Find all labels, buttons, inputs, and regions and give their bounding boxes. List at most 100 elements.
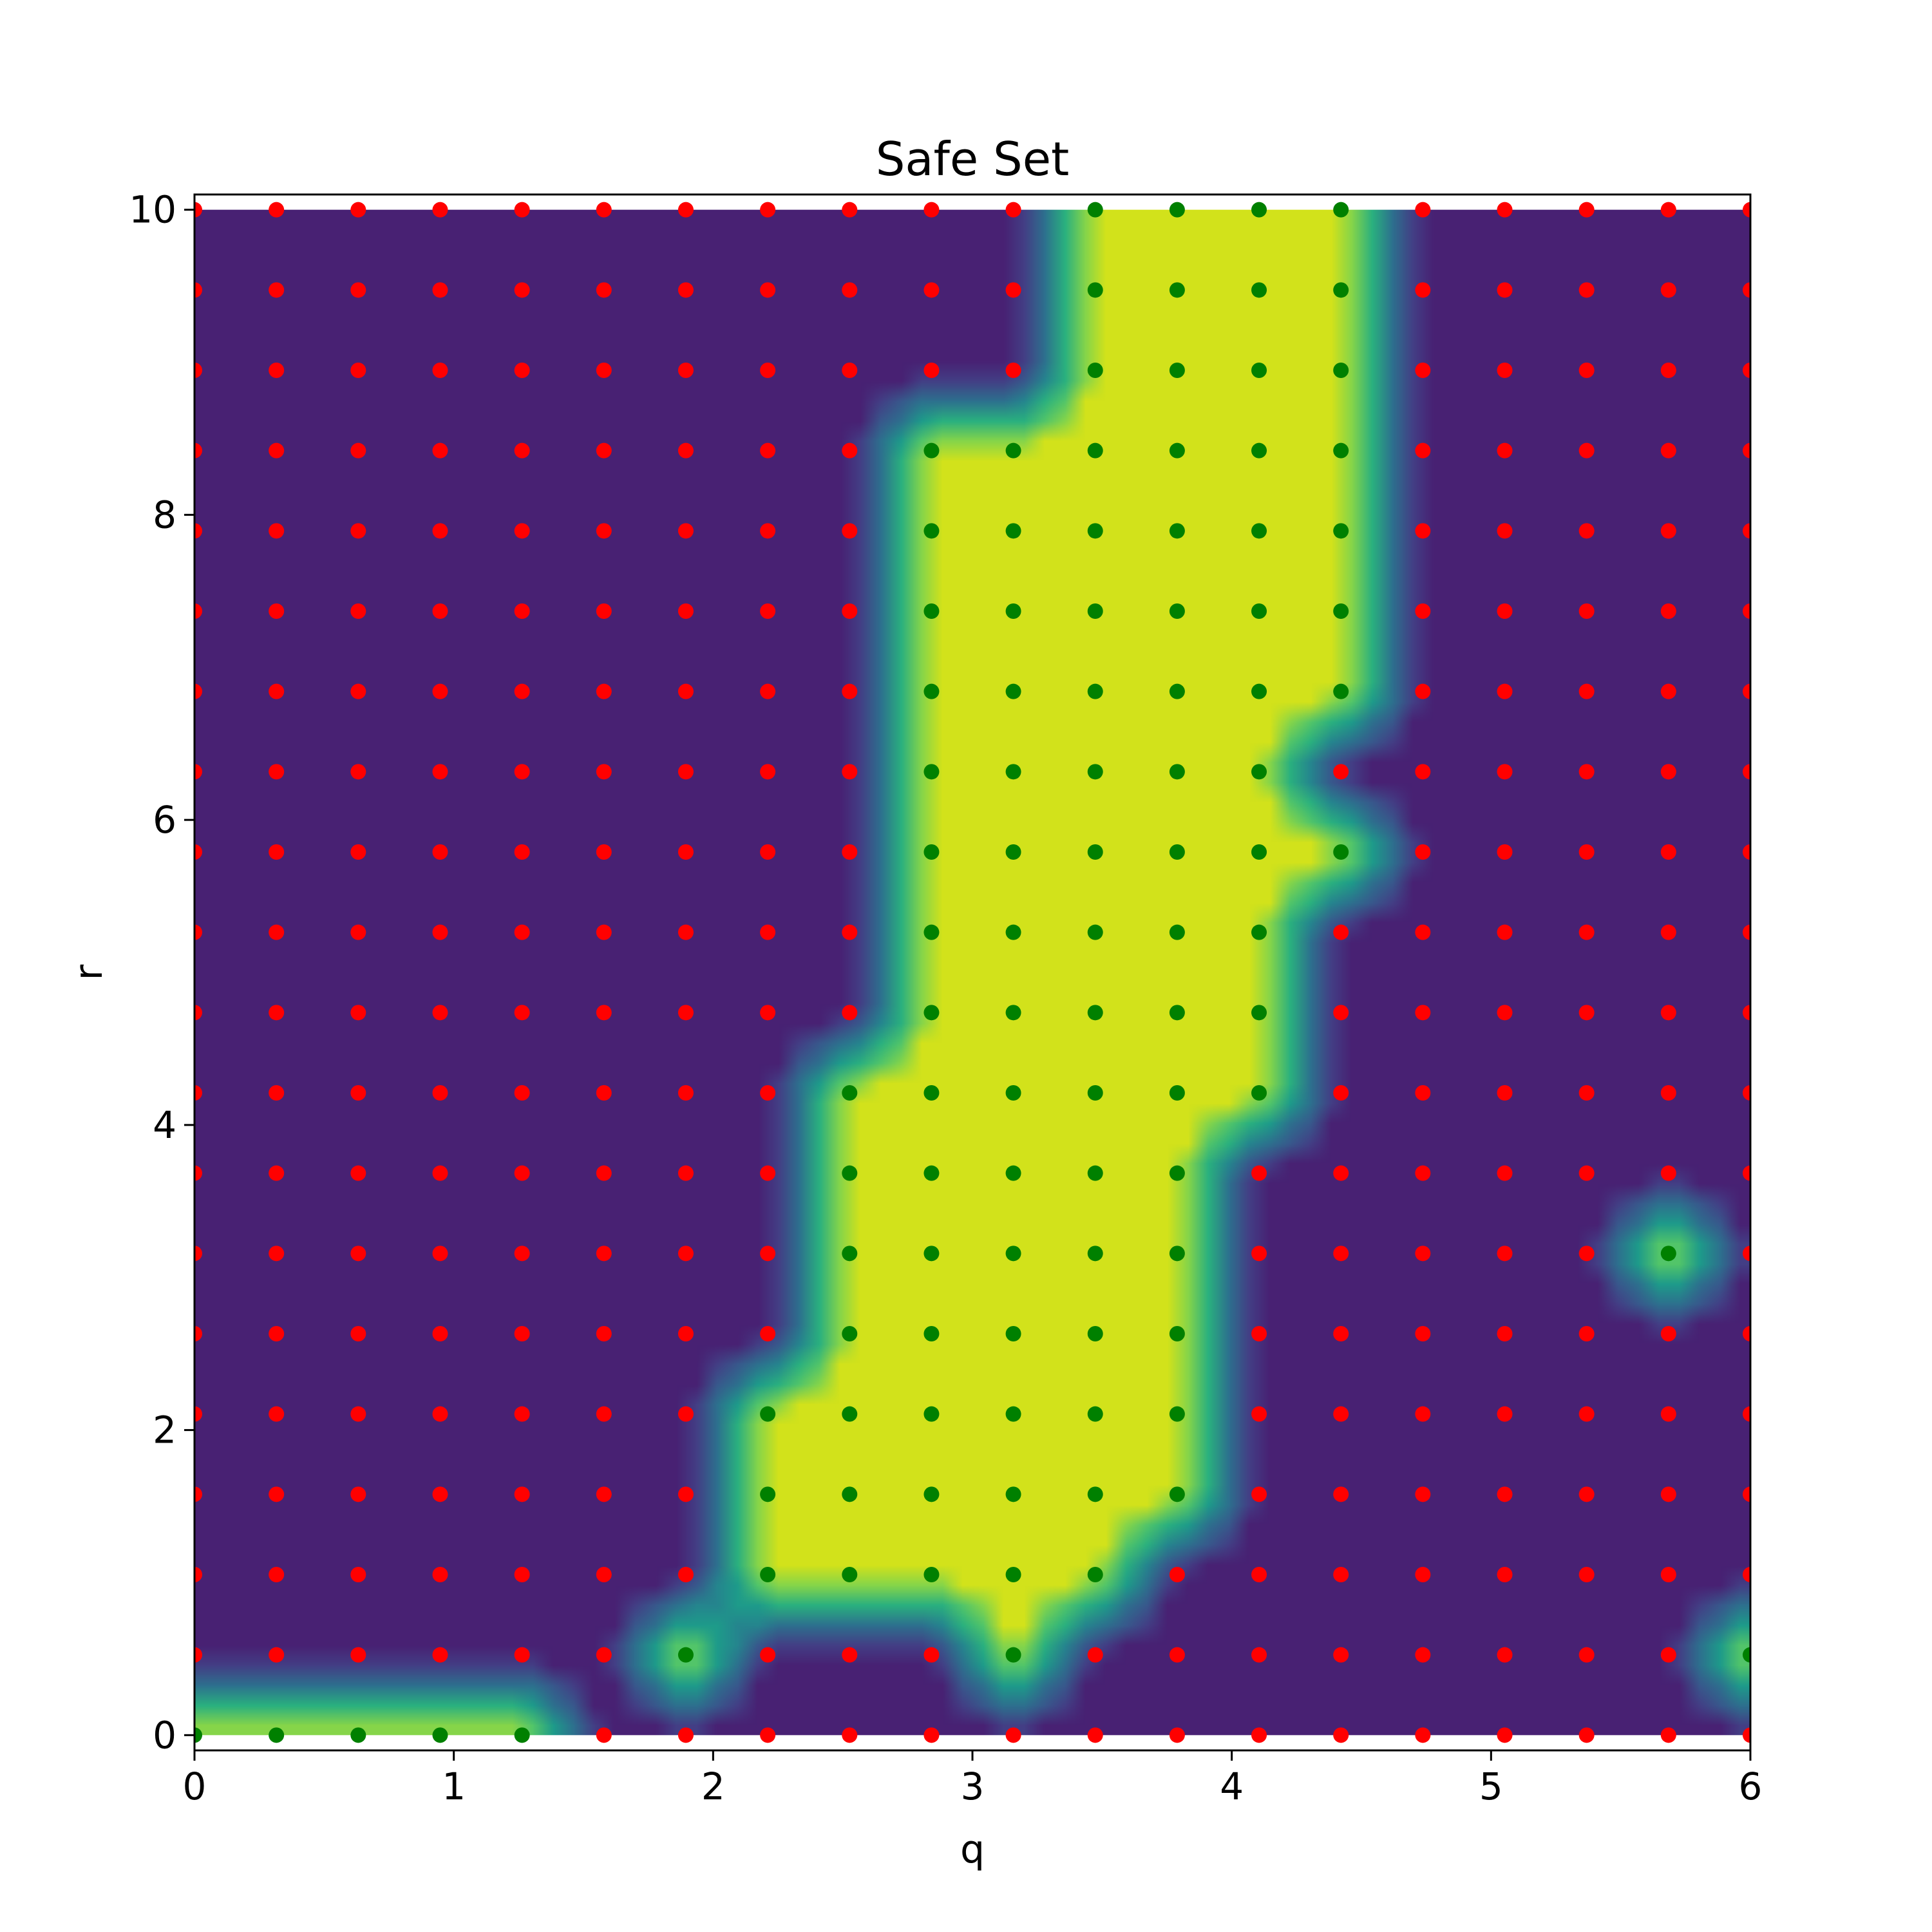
unsafe-point — [514, 683, 530, 699]
unsafe-point — [194, 1325, 202, 1341]
unsafe-point — [1660, 764, 1676, 780]
unsafe-point — [1743, 363, 1750, 379]
unsafe-point — [1415, 1165, 1431, 1181]
unsafe-point — [1333, 1325, 1349, 1341]
safe-point — [923, 1325, 940, 1341]
unsafe-point — [1251, 1406, 1267, 1422]
unsafe-point — [1497, 442, 1513, 459]
unsafe-point — [1743, 1486, 1750, 1502]
unsafe-point — [677, 844, 694, 860]
safe-point — [1169, 442, 1185, 459]
unsafe-point — [432, 442, 448, 459]
safe-point — [1087, 924, 1103, 940]
unsafe-point — [842, 764, 858, 780]
unsafe-point — [1251, 1245, 1267, 1262]
unsafe-point — [432, 1165, 448, 1181]
unsafe-point — [1660, 844, 1676, 860]
unsafe-point — [194, 442, 202, 459]
unsafe-point — [269, 1084, 285, 1101]
safe-point — [923, 523, 940, 539]
safe-point — [923, 683, 940, 699]
unsafe-point — [432, 1325, 448, 1341]
unsafe-point — [194, 1486, 202, 1502]
unsafe-point — [1660, 523, 1676, 539]
unsafe-point — [1251, 1566, 1267, 1582]
unsafe-point — [677, 1727, 694, 1743]
unsafe-point — [1415, 844, 1431, 860]
unsafe-point — [1660, 924, 1676, 940]
safe-point — [842, 1325, 858, 1341]
unsafe-point — [1497, 1165, 1513, 1181]
unsafe-point — [1743, 1165, 1750, 1181]
safe-point — [1005, 603, 1021, 620]
unsafe-point — [194, 1566, 202, 1582]
safe-point — [1169, 924, 1185, 940]
safe-point — [1251, 683, 1267, 699]
y-tick-label: 8 — [153, 493, 176, 536]
safe-point — [1169, 1005, 1185, 1021]
unsafe-point — [596, 603, 612, 620]
unsafe-point — [432, 1406, 448, 1422]
safe-point — [1005, 1486, 1021, 1502]
safe-point — [1005, 442, 1021, 459]
contour-layer — [194, 209, 1750, 1736]
unsafe-point — [677, 683, 694, 699]
unsafe-point — [1415, 1727, 1431, 1743]
unsafe-point — [432, 1005, 448, 1021]
unsafe-point — [1578, 603, 1595, 620]
safe-point — [1087, 363, 1103, 379]
unsafe-point — [1497, 1647, 1513, 1663]
unsafe-point — [1415, 683, 1431, 699]
safe-point — [1333, 282, 1349, 298]
safe-point — [1169, 1325, 1185, 1341]
unsafe-point — [1333, 1084, 1349, 1101]
unsafe-point — [760, 1727, 776, 1743]
safe-point — [1087, 764, 1103, 780]
unsafe-point — [760, 1084, 776, 1101]
unsafe-point — [1415, 603, 1431, 620]
unsafe-point — [1005, 282, 1021, 298]
unsafe-point — [514, 1084, 530, 1101]
safe-point — [1660, 1245, 1676, 1262]
unsafe-point — [350, 1486, 366, 1502]
unsafe-point — [194, 1005, 202, 1021]
unsafe-point — [269, 764, 285, 780]
unsafe-point — [1660, 1005, 1676, 1021]
unsafe-point — [760, 202, 776, 218]
unsafe-point — [596, 523, 612, 539]
unsafe-point — [1333, 1406, 1349, 1422]
unsafe-point — [1743, 1566, 1750, 1582]
unsafe-point — [1578, 363, 1595, 379]
unsafe-point — [1497, 363, 1513, 379]
safe-point — [1251, 603, 1267, 620]
safe-point — [842, 1566, 858, 1582]
unsafe-point — [350, 1165, 366, 1181]
safe-point — [350, 1727, 366, 1743]
safe-point — [1169, 683, 1185, 699]
unsafe-point — [1087, 1727, 1103, 1743]
unsafe-point — [1415, 363, 1431, 379]
unsafe-point — [514, 844, 530, 860]
unsafe-point — [194, 282, 202, 298]
unsafe-point — [1743, 844, 1750, 860]
unsafe-point — [514, 1647, 530, 1663]
unsafe-point — [1578, 683, 1595, 699]
unsafe-point — [350, 764, 366, 780]
unsafe-point — [432, 844, 448, 860]
safe-point — [923, 603, 940, 620]
safe-point — [1087, 442, 1103, 459]
unsafe-point — [677, 442, 694, 459]
unsafe-point — [432, 924, 448, 940]
y-axis-label: r — [66, 964, 111, 980]
x-tick-label: 3 — [961, 1765, 985, 1808]
unsafe-point — [1743, 1325, 1750, 1341]
safe-point — [1251, 924, 1267, 940]
unsafe-point — [1497, 282, 1513, 298]
unsafe-point — [1169, 1727, 1185, 1743]
safe-point — [923, 1406, 940, 1422]
unsafe-point — [514, 924, 530, 940]
unsafe-point — [596, 1406, 612, 1422]
unsafe-point — [269, 442, 285, 459]
unsafe-point — [350, 1084, 366, 1101]
